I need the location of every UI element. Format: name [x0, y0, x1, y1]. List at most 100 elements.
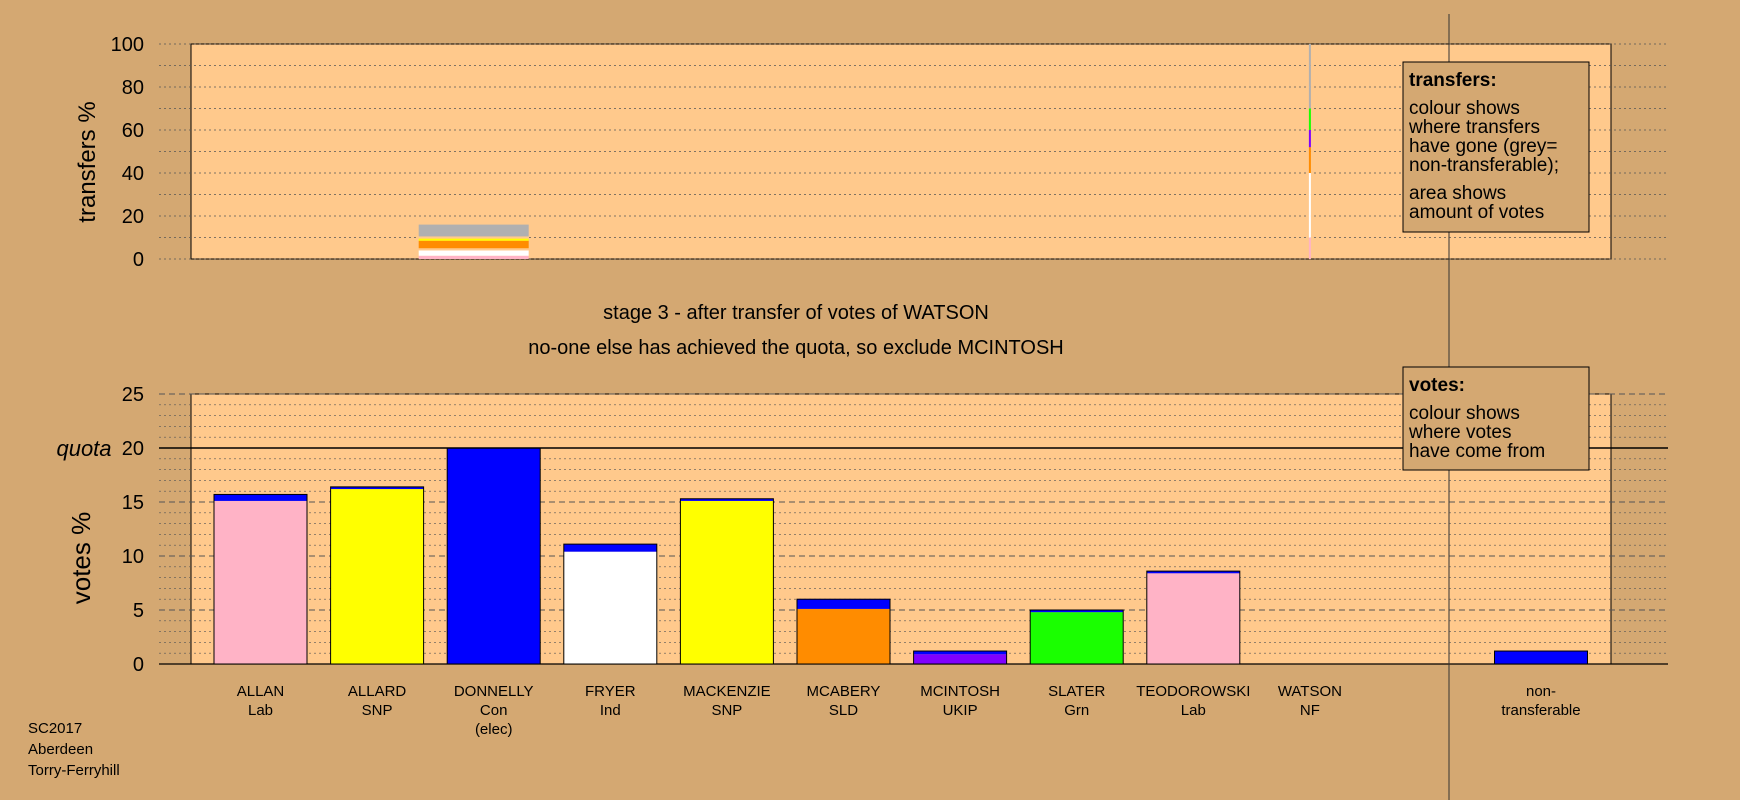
y-tick-label: 20: [122, 206, 144, 228]
vote-bar-segment: [913, 654, 1007, 664]
vote-bar-outline: [679, 498, 774, 665]
vote-bar-segment: [563, 544, 657, 552]
transfers-legend-title: transfers:: [1409, 70, 1497, 91]
votes-bars: [213, 447, 1588, 665]
y-tick-label: 40: [122, 163, 144, 185]
vote-bar-outline: [563, 543, 658, 665]
vote-bar-segment: [1030, 610, 1124, 613]
candidate-party-label: SLD: [829, 702, 858, 719]
transfer-bar-segment: [1308, 44, 1311, 109]
vote-bar-segment: [1030, 612, 1124, 664]
votes-legend: votes: colour shows where votes have com…: [1402, 366, 1590, 471]
votes-legend-box: [1402, 366, 1590, 471]
transfers-legend: transfers: colour shows where transfers …: [1402, 61, 1590, 233]
vote-bar-segment: [330, 489, 424, 664]
transfers-y-axis-label: transfers %: [74, 101, 101, 222]
candidate-name-label: MCINTOSH: [920, 683, 1000, 700]
vote-bar-segment: [680, 498, 774, 501]
vote-bar-outline: [213, 493, 308, 665]
candidate-party-label: UKIP: [943, 702, 978, 719]
y-tick-label: 15: [122, 492, 144, 514]
y-tick-label: 60: [122, 120, 144, 142]
candidate-status-label: (elec): [475, 721, 513, 738]
transfers-legend-line: have gone (grey=: [1409, 136, 1557, 157]
candidate-party-label: transferable: [1501, 702, 1580, 719]
vote-bar-segment: [680, 500, 774, 664]
vote-bar-non: [1494, 650, 1588, 665]
candidate-party-label: SNP: [711, 702, 742, 719]
vote-bar-segment: [1146, 573, 1240, 664]
vote-bar-outline: [1029, 609, 1124, 665]
transfer-bar-segment: [1308, 237, 1311, 259]
ward-label: Torry-Ferryhill: [28, 762, 120, 779]
transfer-bar-segment: [1308, 147, 1311, 173]
transfer-bar-segment: [418, 224, 529, 237]
election-label: SC2017: [28, 720, 83, 737]
transfer-bar-segment: [418, 240, 529, 249]
candidate-party-label: Lab: [248, 702, 273, 719]
transfer-bar-donnelly: [418, 224, 529, 259]
transfer-bar-segment: [418, 255, 529, 259]
vote-bar-fryer: [563, 543, 658, 665]
vote-bar-mcintosh: [913, 650, 1008, 665]
candidate-labels: ALLAN Lab ALLARD SNP DONNELLY Con (elec) FRYER I…: [237, 683, 1581, 738]
stage-title: stage 3 - after transfer of votes of WAT…: [603, 302, 989, 324]
vote-bar-outline: [1146, 570, 1241, 665]
quota-label: quota: [56, 436, 111, 461]
y-tick-label: 20: [122, 438, 144, 460]
vote-bar-slater: [1029, 609, 1124, 665]
candidate-party-label: Lab: [1181, 702, 1206, 719]
votes-legend-line: where votes: [1408, 422, 1511, 443]
vote-bar-segment: [1494, 651, 1588, 664]
votes-legend-title: votes:: [1409, 375, 1465, 396]
transfer-bar-segment: [418, 248, 529, 251]
vote-bar-segment: [214, 500, 307, 664]
candidate-party-label: SNP: [362, 702, 393, 719]
votes-y-ticks: 0 5 10 15 20 25: [122, 384, 144, 676]
transfer-bar-segment: [1308, 130, 1311, 148]
y-tick-label: 5: [133, 600, 144, 622]
votes-y-axis-label: votes %: [66, 512, 96, 605]
transfer-bar-segment: [418, 250, 529, 256]
transfers-gridlines: [159, 43, 1668, 260]
council-label: Aberdeen: [28, 741, 94, 758]
candidate-name-label: ALLARD: [348, 683, 407, 700]
y-tick-label: 0: [133, 654, 144, 676]
y-tick-label: 100: [111, 34, 144, 56]
vote-bar-segment: [214, 494, 307, 501]
y-tick-label: 80: [122, 77, 144, 99]
candidate-name-label: TEODOROWSKI: [1136, 683, 1250, 700]
vote-bar-segment: [447, 448, 541, 664]
vote-bar-mackenzie: [679, 498, 774, 665]
vote-bar-outline: [330, 486, 425, 665]
vote-bar-segment: [1146, 571, 1240, 574]
transfers-bars: [418, 44, 1311, 259]
transfers-y-ticks: 0 20 40 60 80 100: [111, 34, 144, 271]
stage-note: no-one else has achieved the quota, so e…: [528, 337, 1064, 359]
vote-bar-outline: [913, 650, 1008, 665]
candidate-name-label: MCABERY: [807, 683, 881, 700]
vote-bar-mcabery: [796, 598, 891, 665]
transfers-legend-line: area shows: [1409, 183, 1506, 204]
candidate-party-label: Ind: [600, 702, 621, 719]
vote-bar-segment: [797, 599, 890, 609]
votes-legend-line: have come from: [1409, 441, 1545, 462]
vote-bar-teodorowski: [1146, 570, 1241, 665]
transfers-legend-line: where transfers: [1408, 117, 1540, 138]
candidate-party-label: NF: [1300, 702, 1320, 719]
candidate-name-label: non-: [1526, 683, 1556, 700]
transfer-bar-segment: [1308, 173, 1311, 238]
vote-bar-outline: [1494, 650, 1588, 665]
votes-plot-area: [190, 393, 1612, 665]
vote-bar-segment: [330, 486, 424, 490]
y-tick-label: 25: [122, 384, 144, 406]
transfers-legend-line: non-transferable);: [1409, 155, 1559, 176]
vote-bar-segment: [797, 608, 890, 664]
transfers-legend-box: [1402, 61, 1590, 233]
candidate-name-label: SLATER: [1048, 683, 1105, 700]
vote-bar-segment: [913, 651, 1007, 655]
votes-legend-line: colour shows: [1409, 403, 1520, 424]
votes-panel: 0 5 10 15 20 25 quota votes %: [56, 384, 1668, 676]
y-tick-label: 0: [133, 249, 144, 271]
